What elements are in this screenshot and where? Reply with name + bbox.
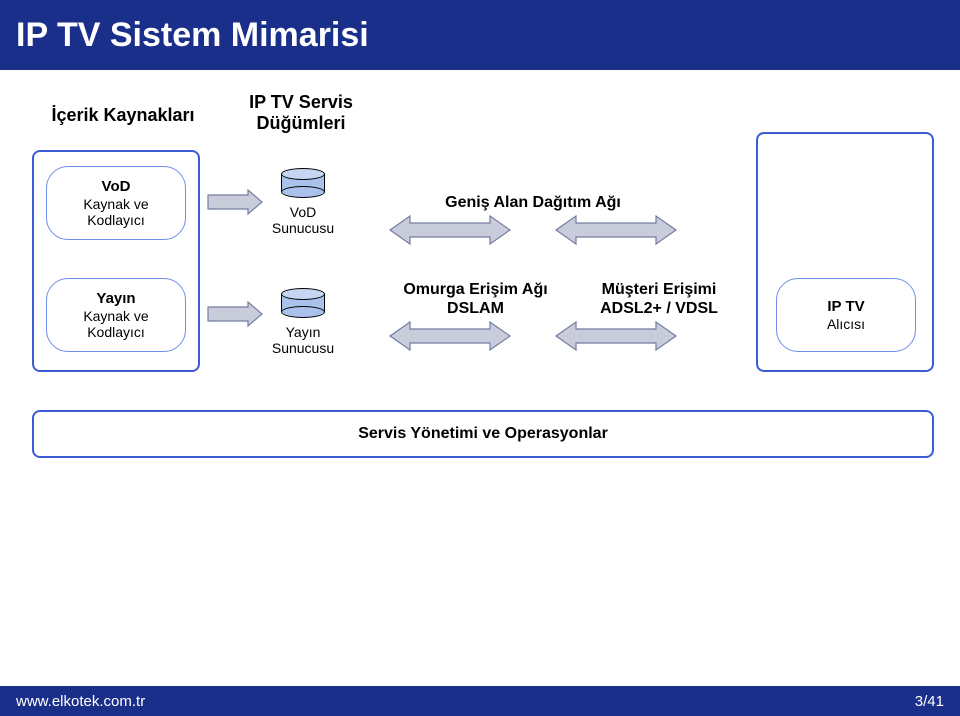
- col-header-nodes-l2: Düğümleri: [226, 113, 376, 134]
- cylinder-side-r: [324, 174, 325, 192]
- arrow-wan-left: [390, 216, 510, 244]
- cylinder-top: [281, 168, 325, 180]
- box-yayin-source-title: Yayın: [96, 290, 135, 307]
- cylinder-top: [281, 288, 325, 300]
- cylinder-bottom: [281, 186, 325, 198]
- page-bfooter: www.elkotek.com.tr 3/41: [0, 686, 960, 716]
- label-core-l2: DSLAM: [388, 299, 563, 318]
- cylinder-vod-l2: Sunucusu: [272, 220, 334, 236]
- cylinder-bottom: [281, 306, 325, 318]
- label-access: Müşteri Erişimi ADSL2+ / VDSL: [574, 280, 744, 318]
- col-header-nodes: IP TV Servis Düğümleri: [226, 92, 376, 134]
- cylinder-yayin-l1: Yayın: [272, 324, 334, 340]
- label-access-l1: Müşteri Erişimi: [574, 280, 744, 299]
- cylinder-side-l: [281, 174, 282, 192]
- box-vod-source-title: VoD: [102, 178, 131, 195]
- arrow-core-dslam: [390, 322, 510, 350]
- label-core-l1: Omurga Erişim Ağı: [388, 280, 563, 299]
- cylinder-vod-l1: VoD: [272, 204, 334, 220]
- label-access-l2: ADSL2+ / VDSL: [574, 299, 744, 318]
- operations-text: Servis Yönetimi ve Operasyonlar: [358, 425, 608, 443]
- cylinder-yayin-shape: [281, 288, 325, 318]
- box-yayin-source-l2: Kaynak ve: [83, 308, 148, 324]
- col-header-sources-l1: İçerik Kaynakları: [38, 105, 208, 126]
- arrow-src-to-vod: [208, 190, 262, 214]
- page-header: IP TV Sistem Mimarisi: [0, 0, 960, 70]
- label-core-dslam: Omurga Erişim Ağı DSLAM: [388, 280, 563, 318]
- cylinder-side-l: [281, 294, 282, 312]
- cylinder-yayin-label: Yayın Sunucusu: [272, 324, 334, 356]
- cylinder-vod: VoD Sunucusu: [273, 168, 333, 236]
- arrow-src-to-yayin: [208, 302, 262, 326]
- box-yayin-source-l3: Kodlayıcı: [87, 324, 145, 340]
- cylinder-yayin: Yayın Sunucusu: [273, 288, 333, 356]
- page-title: IP TV Sistem Mimarisi: [16, 16, 369, 55]
- box-vod-source-l2: Kaynak ve: [83, 196, 148, 212]
- box-vod-source-l3: Kodlayıcı: [87, 212, 145, 228]
- box-vod-source: VoD Kaynak ve Kodlayıcı: [46, 166, 186, 240]
- cylinder-side-r: [324, 294, 325, 312]
- cylinder-vod-label: VoD Sunucusu: [272, 204, 334, 236]
- box-iptv-receiver-l2: Alıcısı: [827, 316, 865, 332]
- box-iptv-receiver: IP TV Alıcısı: [776, 278, 916, 352]
- label-wan-text: Geniş Alan Dağıtım Ağı: [445, 194, 621, 211]
- col-header-sources: İçerik Kaynakları: [38, 105, 208, 126]
- footer-url: www.elkotek.com.tr: [16, 693, 145, 710]
- label-wan: Geniş Alan Dağıtım Ağı: [393, 194, 673, 212]
- arrow-wan-right: [556, 216, 676, 244]
- cylinder-vod-shape: [281, 168, 325, 198]
- arrow-access: [556, 322, 676, 350]
- col-header-nodes-l1: IP TV Servis: [226, 92, 376, 113]
- footer-page-number: 3/41: [915, 693, 944, 710]
- frame-operations: Servis Yönetimi ve Operasyonlar: [32, 410, 934, 458]
- box-iptv-receiver-title: IP TV: [827, 298, 864, 315]
- cylinder-yayin-l2: Sunucusu: [272, 340, 334, 356]
- box-yayin-source: Yayın Kaynak ve Kodlayıcı: [46, 278, 186, 352]
